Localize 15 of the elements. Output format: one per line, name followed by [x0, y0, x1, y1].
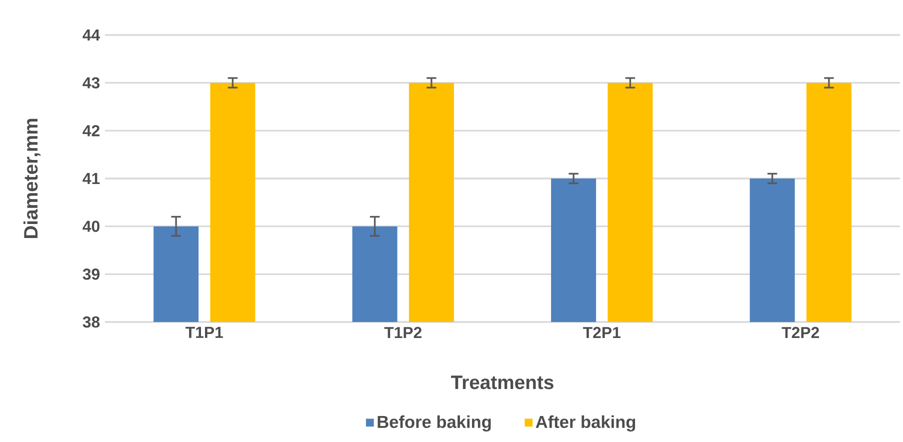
- x-tick-label: T1P2: [384, 326, 422, 338]
- y-tick-label: 39: [82, 268, 100, 280]
- legend-label: After baking: [536, 415, 636, 432]
- x-tick-label: T1P1: [186, 326, 223, 338]
- y-tick-label: 42: [82, 125, 100, 136]
- legend-label: Before baking: [378, 415, 491, 432]
- y-tick-label: 38: [82, 316, 100, 328]
- x-tick-label: T2P1: [583, 326, 620, 338]
- y-tick-label: 43: [82, 77, 100, 88]
- x-tick-label: T2P2: [782, 326, 819, 338]
- y-axis-title: Diameter,mm: [23, 118, 40, 238]
- x-axis-title: Treatments: [451, 376, 554, 390]
- y-tick-label: 44: [82, 30, 100, 40]
- y-tick-label: 41: [82, 173, 100, 184]
- y-tick-label: 40: [82, 220, 100, 232]
